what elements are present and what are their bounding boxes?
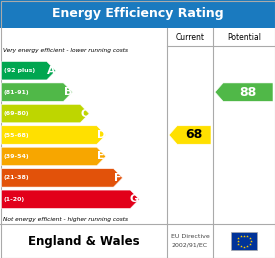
Text: Potential: Potential	[227, 33, 261, 42]
Text: F: F	[114, 173, 122, 183]
Text: England & Wales: England & Wales	[28, 235, 139, 247]
Text: Current: Current	[175, 33, 205, 42]
Text: (1-20): (1-20)	[4, 197, 25, 202]
Text: 88: 88	[240, 86, 257, 99]
Text: (69-80): (69-80)	[4, 111, 29, 116]
Text: (55-68): (55-68)	[4, 133, 30, 138]
Text: 2002/91/EC: 2002/91/EC	[172, 243, 208, 247]
Polygon shape	[1, 169, 123, 187]
Polygon shape	[215, 83, 273, 101]
Polygon shape	[1, 147, 106, 166]
Polygon shape	[1, 61, 56, 80]
Text: G: G	[130, 194, 139, 204]
Polygon shape	[1, 83, 72, 101]
Text: 68: 68	[185, 128, 203, 141]
Text: EU Directive: EU Directive	[170, 235, 209, 239]
Polygon shape	[1, 104, 89, 123]
Text: C: C	[80, 109, 89, 119]
Polygon shape	[1, 126, 106, 144]
Text: Not energy efficient - higher running costs: Not energy efficient - higher running co…	[3, 217, 128, 222]
Text: D: D	[97, 130, 106, 140]
Bar	[0, 0, 275, 28]
Bar	[231, 232, 257, 250]
Text: Energy Efficiency Rating: Energy Efficiency Rating	[52, 7, 223, 20]
Text: (81-91): (81-91)	[4, 90, 30, 95]
Polygon shape	[169, 126, 211, 144]
Text: (39-54): (39-54)	[4, 154, 30, 159]
Text: E: E	[97, 151, 105, 162]
Text: (21-38): (21-38)	[4, 175, 30, 180]
Text: Very energy efficient - lower running costs: Very energy efficient - lower running co…	[3, 48, 128, 53]
Text: A: A	[47, 66, 55, 76]
Text: (92 plus): (92 plus)	[4, 68, 35, 73]
Polygon shape	[1, 190, 139, 208]
Text: B: B	[64, 87, 72, 97]
